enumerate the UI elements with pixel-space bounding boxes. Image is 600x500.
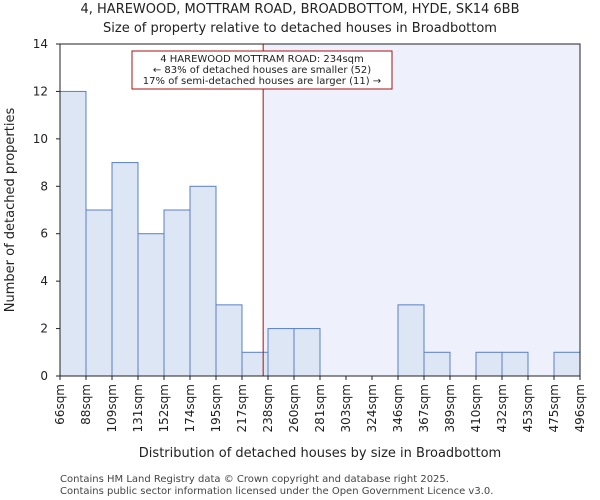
x-tick-label: 453sqm — [521, 384, 535, 432]
y-tick-label: 0 — [40, 369, 48, 383]
y-tick-label: 10 — [33, 132, 48, 146]
bar-217sqm — [241, 351, 269, 377]
bar-238sqm — [267, 328, 295, 377]
annotation-line-3: 17% of semi-detached houses are larger (… — [143, 76, 381, 87]
plot-frame — [59, 43, 581, 377]
chart-subtitle: Size of property relative to detached ho… — [103, 21, 497, 36]
x-tick-label: 66sqm — [53, 384, 67, 425]
x-axis-label: Distribution of detached houses by size … — [139, 446, 501, 461]
x-tick-label: 367sqm — [417, 384, 431, 432]
bar-195sqm — [215, 304, 243, 377]
x-tick-label: 410sqm — [469, 384, 483, 432]
x-tick-label: 281sqm — [313, 384, 327, 432]
footer-line-1: Contains HM Land Registry data © Crown c… — [60, 474, 449, 485]
y-axis-label: Number of detached properties — [3, 108, 18, 313]
bar-367sqm — [423, 351, 451, 377]
bar-109sqm — [111, 162, 139, 377]
x-tick-label: 109sqm — [105, 384, 119, 432]
x-tick-label: 238sqm — [261, 384, 275, 432]
x-tick-label: 174sqm — [183, 384, 197, 432]
x-tick-label: 195sqm — [209, 384, 223, 432]
bar-131sqm — [137, 233, 165, 377]
bar-346sqm — [397, 304, 425, 377]
annotation-line-2: ← 83% of detached houses are smaller (52… — [153, 65, 371, 76]
x-tick-label: 475sqm — [547, 384, 561, 432]
x-tick-label: 324sqm — [365, 384, 379, 432]
x-tick-label: 432sqm — [495, 384, 509, 432]
x-tick-label: 346sqm — [391, 384, 405, 432]
bar-66sqm — [59, 90, 87, 377]
y-tick-label: 14 — [33, 37, 48, 51]
bar-410sqm — [475, 351, 503, 377]
chart-title: 4, HAREWOOD, MOTTRAM ROAD, BROADBOTTOM, … — [80, 2, 519, 17]
bar-174sqm — [189, 185, 217, 377]
annotation-box — [131, 50, 393, 90]
x-tick-label: 260sqm — [287, 384, 301, 432]
bar-152sqm — [163, 209, 191, 377]
bar-475sqm — [553, 351, 581, 377]
x-tick-label: 131sqm — [131, 384, 145, 432]
bar-88sqm — [85, 209, 113, 377]
x-tick-label: 389sqm — [443, 384, 457, 432]
x-tick-label: 303sqm — [339, 384, 353, 432]
y-tick-label: 4 — [40, 274, 48, 288]
y-tick-label: 2 — [40, 322, 48, 336]
x-tick-label: 88sqm — [79, 384, 93, 425]
x-tick-label: 496sqm — [573, 384, 587, 432]
x-tick-label: 217sqm — [235, 384, 249, 432]
x-tick-label: 152sqm — [157, 384, 171, 432]
bar-432sqm — [501, 351, 529, 377]
footer-line-2: Contains public sector information licen… — [60, 486, 493, 497]
y-tick-label: 6 — [40, 227, 48, 241]
annotation-line-1: 4 HAREWOOD MOTTRAM ROAD: 234sqm — [160, 54, 364, 65]
bar-260sqm — [293, 328, 321, 377]
y-tick-label: 8 — [40, 179, 48, 193]
y-tick-label: 12 — [33, 84, 48, 98]
